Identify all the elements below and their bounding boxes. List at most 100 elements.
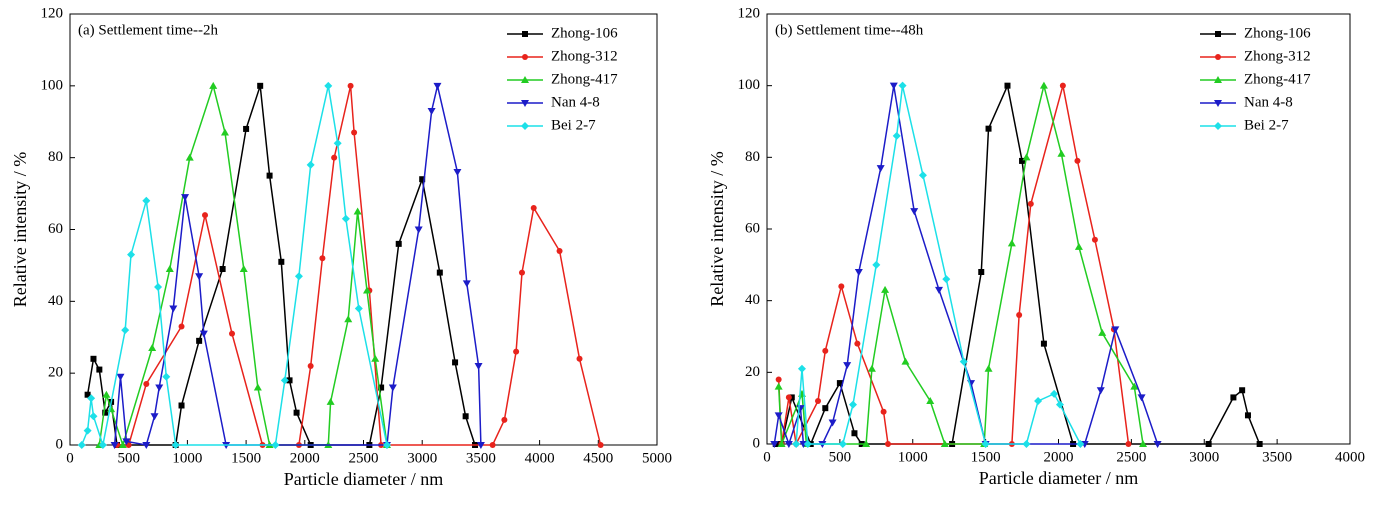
data-point [1027, 200, 1034, 207]
data-point [862, 440, 871, 447]
legend-marker [521, 122, 529, 130]
legend-marker [1215, 54, 1221, 60]
data-point [513, 348, 520, 355]
y-tick-label: 60 [48, 221, 63, 237]
data-point [777, 440, 786, 447]
data-point [354, 304, 363, 313]
data-point [1244, 412, 1251, 419]
data-point [278, 258, 285, 265]
x-tick-label: 3500 [1262, 449, 1292, 465]
data-point [489, 442, 496, 448]
y-tick-label: 80 [48, 149, 63, 165]
data-point [1125, 441, 1132, 447]
data-point [851, 430, 858, 437]
x-tick-label: 4000 [525, 450, 555, 466]
data-point [1205, 441, 1212, 447]
data-point [1091, 236, 1098, 243]
series-line [117, 85, 602, 446]
data-point [1076, 440, 1085, 448]
data-point [253, 383, 262, 391]
x-tick-label: 0 [763, 449, 771, 465]
legend-label: Zhong-106 [551, 25, 618, 41]
panel: 0 500 1000 1500 2000 2500 3000 3500 4000 0 20 40 60 8… [707, 5, 1365, 488]
data-point [116, 373, 125, 381]
y-tick-label: 40 [745, 292, 760, 308]
data-point [880, 408, 887, 415]
data-point [474, 362, 483, 370]
legend-label: Zhong-106 [1244, 25, 1311, 41]
x-tick-label: 1000 [172, 450, 202, 466]
y-tick-label: 20 [745, 364, 760, 380]
y-axis-title: Relative intensity / % [10, 152, 30, 307]
data-point [341, 214, 350, 223]
data-point [90, 355, 97, 362]
data-point [202, 212, 209, 219]
data-point [326, 397, 335, 405]
data-point [122, 438, 131, 446]
data-point [462, 280, 471, 288]
data-point [1016, 312, 1023, 318]
x-tick-label: 1000 [898, 449, 928, 465]
x-tick-label: 5000 [642, 450, 672, 466]
x-tick-label: 3000 [1189, 449, 1219, 465]
data-point [220, 128, 229, 136]
y-tick-label: 40 [48, 293, 63, 309]
data-point [169, 305, 178, 313]
data-point [102, 409, 109, 416]
data-point [1055, 400, 1064, 409]
data-point [918, 171, 927, 180]
data-point [344, 315, 353, 323]
data-point [774, 382, 783, 390]
data-point [333, 139, 342, 148]
data-point [848, 400, 857, 409]
data-point [150, 413, 159, 421]
data-point [784, 441, 793, 448]
legend-label: Bei 2-7 [551, 117, 596, 133]
data-point [436, 269, 443, 276]
data-point [981, 440, 990, 448]
data-point [363, 286, 372, 294]
data-point [419, 176, 426, 183]
series-line [775, 83, 1261, 446]
data-point [127, 250, 136, 259]
data-point [199, 330, 208, 338]
data-point [884, 441, 891, 447]
data-point [940, 440, 949, 447]
data-point [985, 125, 992, 132]
legend-marker [1214, 100, 1222, 107]
data-point [476, 442, 485, 449]
y-tick-label: 0 [56, 436, 64, 452]
plot-area [770, 81, 1263, 448]
data-point [178, 323, 185, 330]
data-point [867, 364, 876, 372]
data-point [110, 442, 119, 449]
data-point [1059, 82, 1066, 89]
series-line [773, 85, 1159, 447]
data-point [892, 131, 901, 140]
data-point [148, 344, 157, 352]
data-point [1019, 157, 1026, 164]
data-point [171, 441, 180, 449]
annotation: (a) Settlement time--2h [78, 22, 218, 38]
data-point [371, 354, 380, 362]
data-point [142, 442, 151, 449]
data-point [87, 394, 96, 403]
data-point [1153, 441, 1162, 448]
x-tick-label: 3000 [407, 450, 437, 466]
data-point [319, 255, 326, 262]
x-tick-label: 1500 [231, 450, 261, 466]
data-point [427, 107, 436, 115]
data-point [195, 273, 204, 281]
data-point [518, 269, 525, 276]
data-point [98, 441, 107, 449]
data-point [324, 81, 333, 90]
data-point [1111, 326, 1120, 334]
data-point [978, 269, 985, 275]
data-point [219, 266, 226, 273]
data-point [89, 412, 98, 421]
data-point [121, 326, 130, 335]
data-point [822, 347, 829, 354]
data-point [854, 269, 863, 276]
x-tick-label: 500 [117, 450, 140, 466]
